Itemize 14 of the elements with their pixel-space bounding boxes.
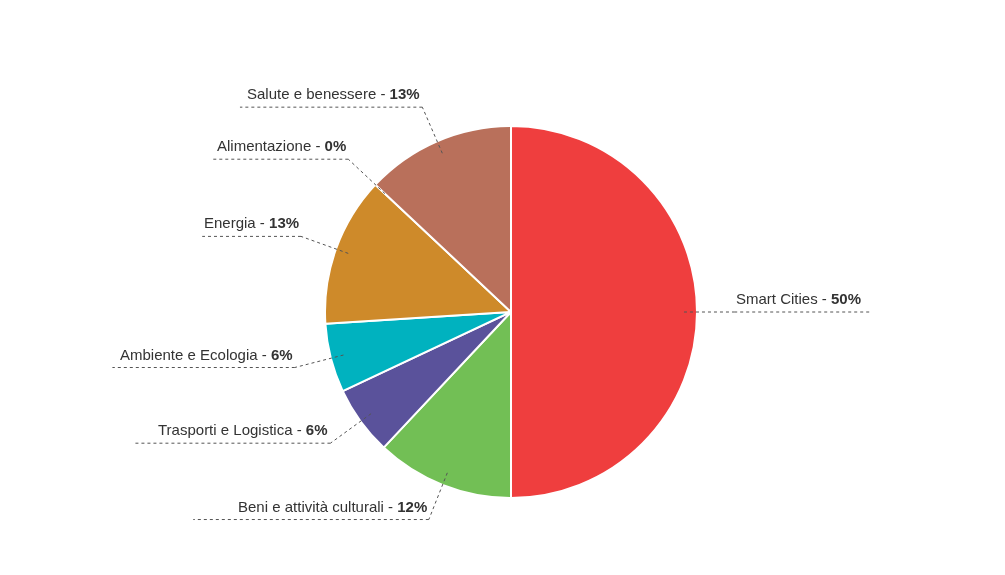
data-label: 6%: [305, 421, 328, 438]
slice-label: Salute e benessere -: [247, 85, 386, 102]
data-label: 50%: [831, 290, 862, 307]
text: 0%: [324, 137, 347, 154]
data-label: 6%: [270, 346, 293, 363]
data-label: 12%: [397, 498, 428, 515]
slice-label: Beni e attività culturali -: [238, 498, 394, 515]
slice-label: Trasporti e Logistica -: [158, 421, 302, 438]
category-label: Alimentazione -: [217, 137, 321, 154]
slice-label: Energia -: [204, 214, 265, 231]
data-label: 13%: [389, 85, 420, 102]
data-label: 13%: [269, 214, 300, 231]
slice-label: Ambiente e Ecologia -: [120, 346, 267, 363]
slice-label: Smart Cities -: [736, 290, 827, 307]
